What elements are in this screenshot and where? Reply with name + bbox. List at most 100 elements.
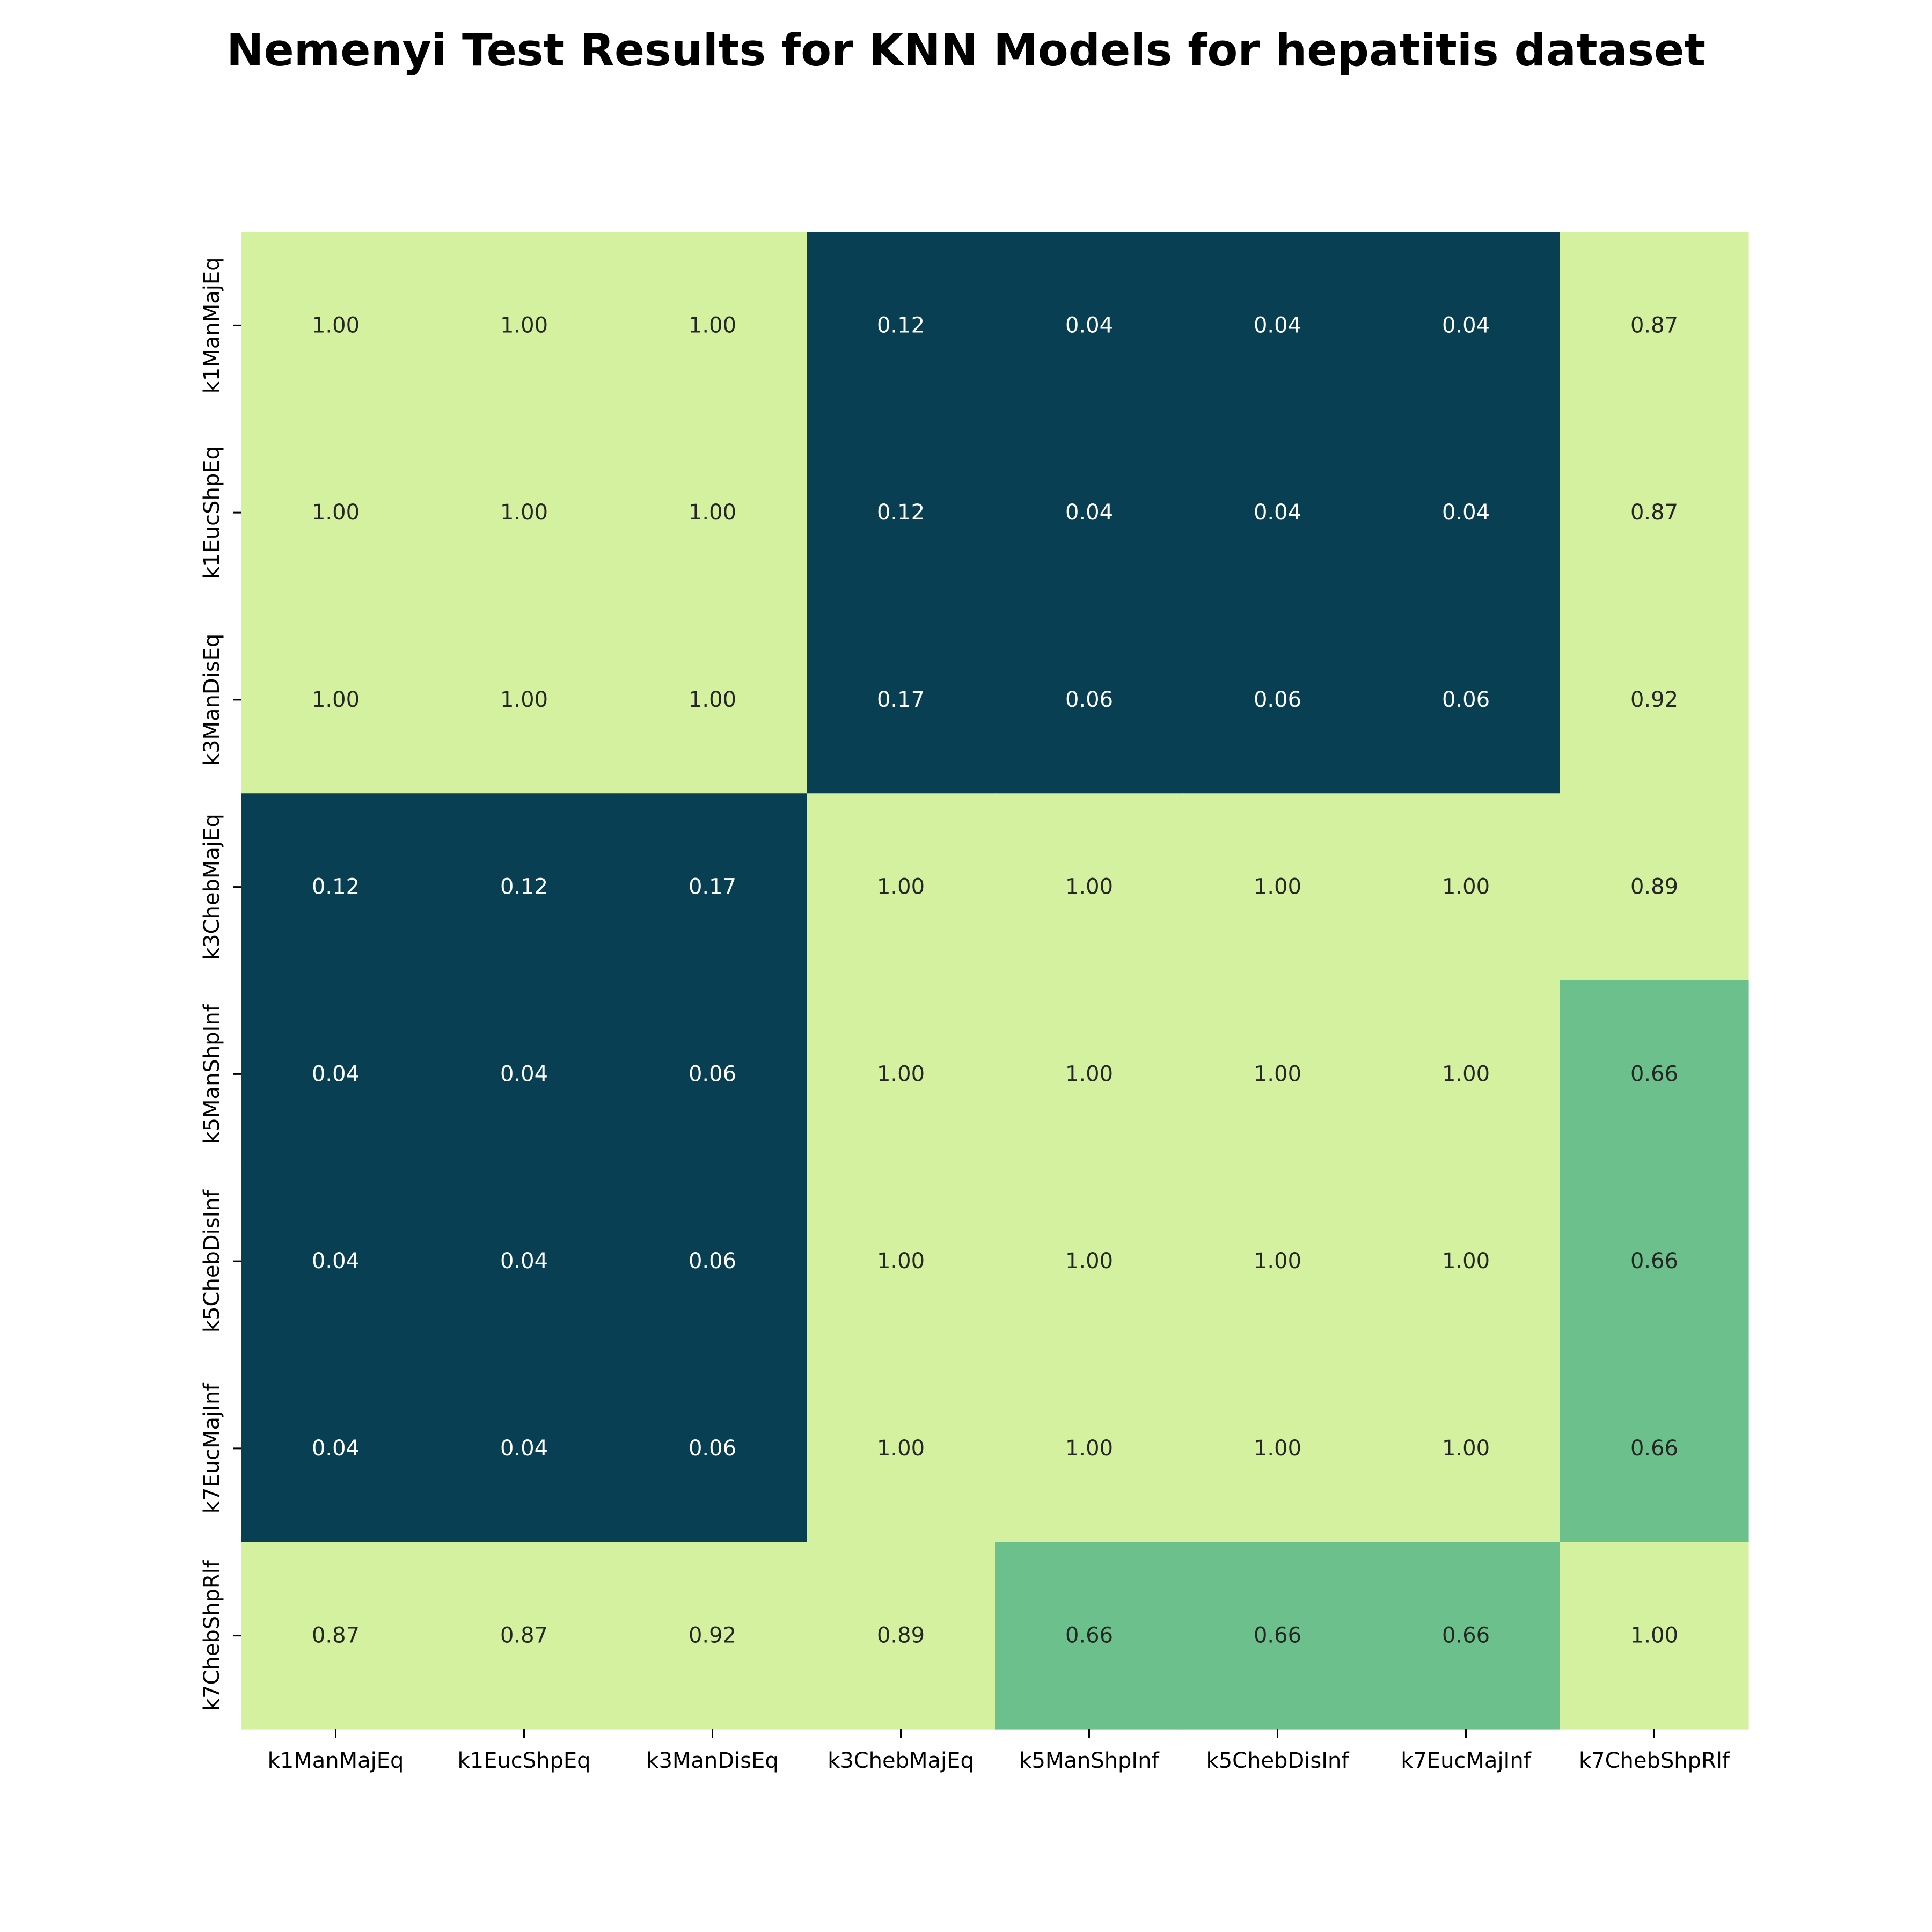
heatmap-cell	[430, 1542, 619, 1730]
x-tick-label: k7ChebShpRlf	[1579, 1748, 1730, 1773]
cell-value-label: 0.66	[1630, 1249, 1678, 1274]
cell-value-label: 0.04	[1254, 313, 1301, 338]
heatmap-cell	[1183, 1542, 1372, 1730]
chart-title: Nemenyi Test Results for KNN Models for …	[226, 24, 1706, 76]
heatmap-cell	[995, 1355, 1184, 1542]
cell-value-label: 0.66	[1065, 1623, 1113, 1648]
cell-value-label: 0.66	[1254, 1623, 1301, 1648]
x-tick-label: k7EucMajInf	[1401, 1748, 1532, 1773]
cell-value-label: 1.00	[1442, 1062, 1490, 1086]
heatmap-cell	[1560, 419, 1749, 607]
cell-value-label: 1.00	[877, 1249, 925, 1274]
heatmap-cell	[430, 980, 619, 1168]
cell-value-label: 0.66	[1442, 1623, 1490, 1648]
y-tick-label: k7ChebShpRlf	[200, 1560, 224, 1711]
x-tick-label: k3ChebMajEq	[828, 1748, 974, 1773]
heatmap-cell	[618, 606, 807, 794]
heatmap-value-labels: 1.00 1.00 1.00 0.12 0.04 0.04 0.04 0.87 1.00 1.00…	[312, 313, 1678, 1648]
heatmap-cell	[807, 980, 996, 1168]
cell-value-label: 0.06	[1065, 687, 1113, 712]
cell-value-label: 1.00	[1065, 1436, 1113, 1461]
heatmap-cell	[1372, 793, 1561, 981]
heatmap-cell	[1183, 232, 1372, 420]
cell-value-label: 0.89	[877, 1623, 925, 1648]
cell-value-label: 1.00	[1630, 1623, 1678, 1648]
cell-value-label: 1.00	[689, 313, 736, 338]
cell-value-label: 0.04	[1065, 313, 1113, 338]
x-tick-label: k1ManMajEq	[268, 1748, 404, 1773]
cell-value-label: 1.00	[877, 1436, 925, 1461]
heatmap-cell	[1560, 1355, 1749, 1542]
heatmap-cell	[807, 793, 996, 981]
cell-value-label: 1.00	[877, 1062, 925, 1086]
cell-value-label: 0.06	[689, 1062, 736, 1086]
cell-value-label: 1.00	[1442, 1249, 1490, 1274]
heatmap-cell	[618, 793, 807, 981]
heatmap-cell	[807, 1542, 996, 1730]
cell-value-label: 1.00	[1254, 875, 1301, 899]
heatmap-cell	[430, 606, 619, 794]
y-tick-label: k5ChebDisInf	[200, 1189, 224, 1333]
heatmap-cell	[1372, 606, 1561, 794]
y-tick-label: k1EucShpEq	[200, 446, 224, 579]
heatmap-cell	[1372, 1167, 1561, 1356]
cell-value-label: 0.92	[689, 1623, 736, 1648]
heatmap-cell	[807, 1355, 996, 1542]
cell-value-label: 0.04	[312, 1436, 360, 1461]
heatmap-cell	[995, 606, 1184, 794]
heatmap-cell	[1560, 980, 1749, 1168]
heatmap-cell	[995, 1167, 1184, 1356]
cell-value-label: 0.87	[1630, 313, 1678, 338]
cell-value-label: 0.06	[1254, 687, 1301, 712]
heatmap-cell	[241, 1167, 430, 1356]
heatmap-cell	[241, 793, 430, 981]
y-tick-label: k1ManMajEq	[200, 257, 224, 393]
cell-value-label: 1.00	[689, 500, 736, 525]
heatmap-cell	[241, 1542, 430, 1730]
x-tick-label: k3ManDisEq	[646, 1748, 778, 1773]
cell-value-label: 0.89	[1630, 875, 1678, 899]
cell-value-label: 1.00	[312, 687, 360, 712]
heatmap-cell	[430, 1167, 619, 1356]
cell-value-label: 1.00	[689, 687, 736, 712]
heatmap-cell	[618, 1167, 807, 1356]
heatmap-cell	[618, 1355, 807, 1542]
cell-value-label: 1.00	[500, 687, 548, 712]
y-tick-label: k3ManDisEq	[200, 634, 224, 766]
heatmap-cell	[618, 419, 807, 607]
cell-value-label: 0.04	[500, 1436, 548, 1461]
y-axis: k1ManMajEq k1EucShpEq k3ManDisEq k3ChebMajE…	[200, 257, 241, 1711]
heatmap-cell	[241, 980, 430, 1168]
cell-value-label: 0.87	[312, 1623, 360, 1648]
heatmap-cell	[430, 793, 619, 981]
cell-value-label: 0.04	[312, 1062, 360, 1086]
heatmap-cell	[1372, 980, 1561, 1168]
cell-value-label: 0.04	[500, 1249, 548, 1274]
cell-value-label: 0.06	[1442, 687, 1490, 712]
heatmap-cell	[430, 232, 619, 420]
heatmap-cell	[1183, 980, 1372, 1168]
cell-value-label: 0.92	[1630, 687, 1678, 712]
heatmap-cell	[995, 793, 1184, 981]
x-tick-label: k5ManShpInf	[1019, 1748, 1159, 1773]
heatmap-cell	[1372, 232, 1561, 420]
cell-value-label: 1.00	[1254, 1436, 1301, 1461]
cell-value-label: 0.87	[500, 1623, 548, 1648]
cell-value-label: 1.00	[312, 313, 360, 338]
cell-value-label: 0.87	[1630, 500, 1678, 525]
cell-value-label: 1.00	[1065, 1249, 1113, 1274]
heatmap-cell	[241, 419, 430, 607]
cell-value-label: 0.06	[689, 1436, 736, 1461]
heatmap-cell	[1560, 1167, 1749, 1356]
heatmap-cell	[1372, 419, 1561, 607]
y-tick-label: k7EucMajInf	[200, 1383, 224, 1514]
cell-value-label: 1.00	[1442, 875, 1490, 899]
heatmap-cell	[1183, 1167, 1372, 1356]
heatmap-cell	[1372, 1355, 1561, 1542]
heatmap-cell	[807, 606, 996, 794]
cell-value-label: 0.12	[500, 875, 548, 899]
cell-value-label: 1.00	[877, 875, 925, 899]
heatmap-cell	[807, 419, 996, 607]
cell-value-label: 0.12	[877, 313, 925, 338]
